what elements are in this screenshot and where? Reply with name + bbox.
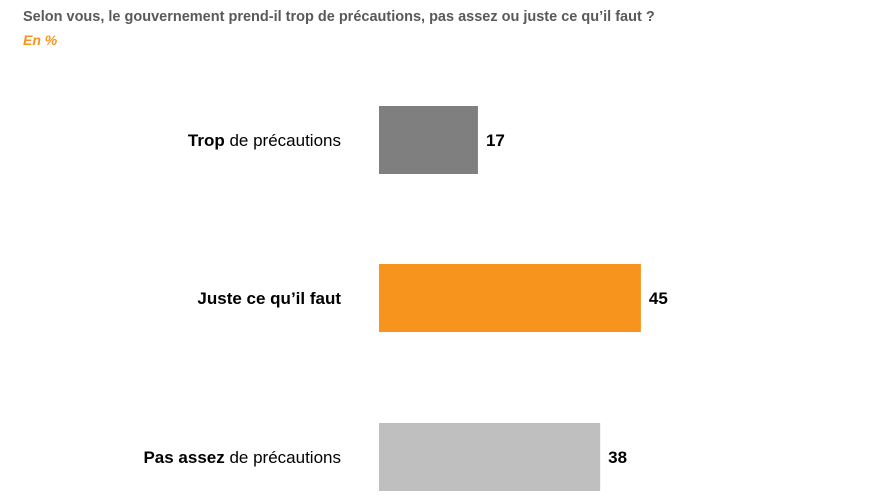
bar-1 [379, 106, 478, 174]
chart-subtitle: En % [23, 32, 58, 48]
value-label-3: 38 [608, 448, 627, 467]
value-label-1: 17 [486, 131, 505, 150]
value-label-2: 45 [649, 289, 668, 308]
chart-title: Selon vous, le gouvernement prend-il tro… [23, 9, 655, 25]
bar-2 [379, 264, 641, 332]
category-label-1: Trop de précautions [188, 131, 341, 150]
category-label-3: Pas assez de précautions [143, 448, 341, 467]
category-label-2: Juste ce qu’il faut [197, 289, 341, 308]
bar-3 [379, 423, 601, 491]
